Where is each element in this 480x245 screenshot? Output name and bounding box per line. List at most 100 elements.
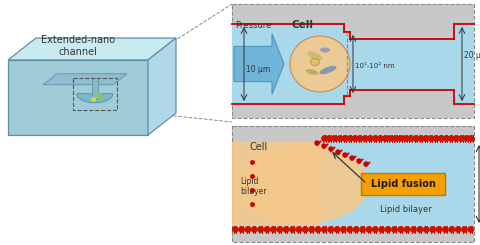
Circle shape bbox=[264, 227, 270, 232]
Circle shape bbox=[398, 136, 403, 141]
Circle shape bbox=[277, 227, 282, 232]
Circle shape bbox=[296, 227, 301, 232]
Circle shape bbox=[388, 136, 393, 141]
Bar bbox=[322, 142, 474, 226]
Circle shape bbox=[444, 136, 449, 141]
Circle shape bbox=[398, 227, 403, 232]
Text: Cell: Cell bbox=[250, 142, 268, 152]
Circle shape bbox=[271, 227, 276, 232]
Circle shape bbox=[385, 227, 391, 232]
Ellipse shape bbox=[320, 48, 330, 52]
Circle shape bbox=[456, 227, 461, 232]
Polygon shape bbox=[92, 78, 98, 99]
Circle shape bbox=[459, 136, 464, 141]
Circle shape bbox=[328, 227, 333, 232]
FancyBboxPatch shape bbox=[361, 173, 445, 195]
Circle shape bbox=[436, 227, 442, 232]
Circle shape bbox=[354, 227, 359, 232]
Circle shape bbox=[418, 227, 422, 232]
Text: Cell: Cell bbox=[292, 20, 314, 30]
Circle shape bbox=[352, 136, 358, 141]
Circle shape bbox=[233, 227, 238, 232]
Circle shape bbox=[348, 227, 352, 232]
Circle shape bbox=[332, 136, 337, 141]
Circle shape bbox=[362, 136, 368, 141]
Circle shape bbox=[462, 227, 467, 232]
Circle shape bbox=[444, 136, 449, 141]
Text: Pressure: Pressure bbox=[235, 21, 271, 30]
Bar bbox=[344, 32, 350, 96]
Circle shape bbox=[309, 227, 314, 232]
Ellipse shape bbox=[311, 59, 320, 65]
Bar bbox=[232, 4, 474, 118]
Circle shape bbox=[398, 136, 403, 141]
Polygon shape bbox=[8, 60, 148, 135]
Circle shape bbox=[315, 227, 321, 232]
Circle shape bbox=[418, 136, 423, 141]
Bar bbox=[232, 142, 322, 226]
Circle shape bbox=[418, 227, 422, 232]
Circle shape bbox=[405, 227, 409, 232]
Circle shape bbox=[429, 136, 433, 141]
Circle shape bbox=[322, 227, 327, 232]
Circle shape bbox=[423, 136, 428, 141]
Circle shape bbox=[418, 136, 423, 141]
Circle shape bbox=[258, 227, 263, 232]
Circle shape bbox=[327, 136, 332, 141]
Circle shape bbox=[423, 136, 428, 141]
Circle shape bbox=[337, 136, 342, 141]
Circle shape bbox=[462, 227, 467, 232]
Circle shape bbox=[315, 141, 319, 145]
Circle shape bbox=[358, 136, 362, 141]
Circle shape bbox=[315, 227, 321, 232]
Polygon shape bbox=[77, 94, 113, 103]
Circle shape bbox=[271, 227, 276, 232]
Circle shape bbox=[413, 136, 418, 141]
Circle shape bbox=[322, 144, 326, 148]
Circle shape bbox=[408, 136, 413, 141]
Circle shape bbox=[335, 227, 339, 232]
Circle shape bbox=[443, 227, 448, 232]
Circle shape bbox=[284, 227, 288, 232]
Circle shape bbox=[360, 227, 365, 232]
Circle shape bbox=[239, 227, 244, 232]
Circle shape bbox=[383, 136, 388, 141]
Circle shape bbox=[439, 136, 444, 141]
Circle shape bbox=[405, 227, 409, 232]
Circle shape bbox=[379, 227, 384, 232]
Circle shape bbox=[296, 227, 301, 232]
Circle shape bbox=[290, 227, 295, 232]
Circle shape bbox=[368, 136, 372, 141]
Circle shape bbox=[366, 227, 372, 232]
Circle shape bbox=[424, 227, 429, 232]
Ellipse shape bbox=[239, 144, 369, 224]
Circle shape bbox=[385, 227, 391, 232]
Circle shape bbox=[303, 227, 308, 232]
Circle shape bbox=[328, 227, 333, 232]
Circle shape bbox=[392, 227, 397, 232]
Circle shape bbox=[436, 227, 442, 232]
Bar bbox=[454, 24, 474, 104]
Circle shape bbox=[468, 227, 473, 232]
Bar bbox=[232, 126, 474, 242]
Bar bbox=[232, 24, 344, 104]
Circle shape bbox=[368, 136, 372, 141]
Circle shape bbox=[322, 136, 327, 141]
Circle shape bbox=[392, 227, 397, 232]
Polygon shape bbox=[43, 74, 127, 85]
Circle shape bbox=[398, 227, 403, 232]
Circle shape bbox=[433, 136, 439, 141]
Circle shape bbox=[239, 227, 244, 232]
Circle shape bbox=[341, 227, 346, 232]
Circle shape bbox=[464, 136, 469, 141]
Circle shape bbox=[443, 227, 448, 232]
Circle shape bbox=[408, 136, 413, 141]
Circle shape bbox=[327, 136, 332, 141]
Circle shape bbox=[252, 227, 257, 232]
Circle shape bbox=[449, 136, 454, 141]
Circle shape bbox=[360, 227, 365, 232]
Ellipse shape bbox=[306, 69, 318, 75]
Circle shape bbox=[362, 136, 368, 141]
Circle shape bbox=[378, 136, 383, 141]
Circle shape bbox=[449, 227, 454, 232]
